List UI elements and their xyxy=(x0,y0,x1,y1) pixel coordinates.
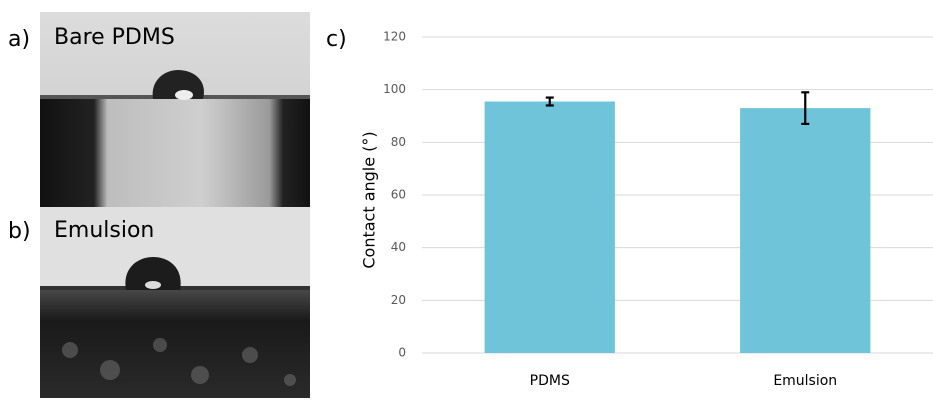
y-tick-label: 40 xyxy=(391,240,406,254)
y-tick-label: 60 xyxy=(391,188,406,202)
panel-label: c) xyxy=(326,27,347,52)
photo-a xyxy=(40,12,310,207)
x-tick-label: PDMS xyxy=(530,373,570,389)
y-tick-label: 80 xyxy=(391,135,406,149)
chart: 0 20 40 60 80 100 120 PDMS Emulsion xyxy=(383,30,933,389)
y-tick-label: 0 xyxy=(398,346,406,360)
bar xyxy=(484,101,615,354)
y-axis-label: Contact angle (°) xyxy=(360,131,379,268)
error-bar xyxy=(801,91,810,126)
error-bar xyxy=(545,96,554,107)
photo-title: Bare PDMS xyxy=(54,25,175,50)
x-tick-label: Emulsion xyxy=(773,373,837,389)
y-tick-label: 120 xyxy=(383,30,406,44)
bar xyxy=(740,108,871,353)
photo-title: Emulsion xyxy=(54,218,154,243)
y-tick-label: 20 xyxy=(391,293,406,307)
photo-b xyxy=(40,207,310,398)
panel-label: a) xyxy=(8,27,30,52)
y-tick-label: 100 xyxy=(383,82,406,96)
panel-label: b) xyxy=(8,219,31,244)
